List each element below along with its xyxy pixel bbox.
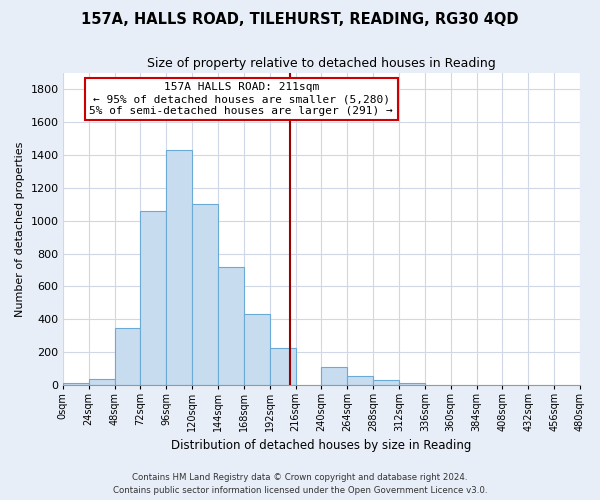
Bar xyxy=(244,314,270,385)
Bar xyxy=(347,376,373,385)
Text: Contains HM Land Registry data © Crown copyright and database right 2024.
Contai: Contains HM Land Registry data © Crown c… xyxy=(113,473,487,495)
Bar xyxy=(140,211,166,385)
Text: 157A HALLS ROAD: 211sqm
← 95% of detached houses are smaller (5,280)
5% of semi-: 157A HALLS ROAD: 211sqm ← 95% of detache… xyxy=(89,82,393,116)
Bar xyxy=(322,367,347,385)
Bar xyxy=(270,348,296,385)
Text: 157A, HALLS ROAD, TILEHURST, READING, RG30 4QD: 157A, HALLS ROAD, TILEHURST, READING, RG… xyxy=(81,12,519,28)
Bar xyxy=(166,150,192,385)
Bar xyxy=(63,382,89,385)
Bar xyxy=(89,379,115,385)
Bar xyxy=(399,382,425,385)
Bar xyxy=(373,380,399,385)
X-axis label: Distribution of detached houses by size in Reading: Distribution of detached houses by size … xyxy=(171,440,472,452)
Y-axis label: Number of detached properties: Number of detached properties xyxy=(15,142,25,316)
Bar xyxy=(192,204,218,385)
Title: Size of property relative to detached houses in Reading: Size of property relative to detached ho… xyxy=(147,58,496,70)
Bar xyxy=(115,328,140,385)
Bar xyxy=(218,267,244,385)
